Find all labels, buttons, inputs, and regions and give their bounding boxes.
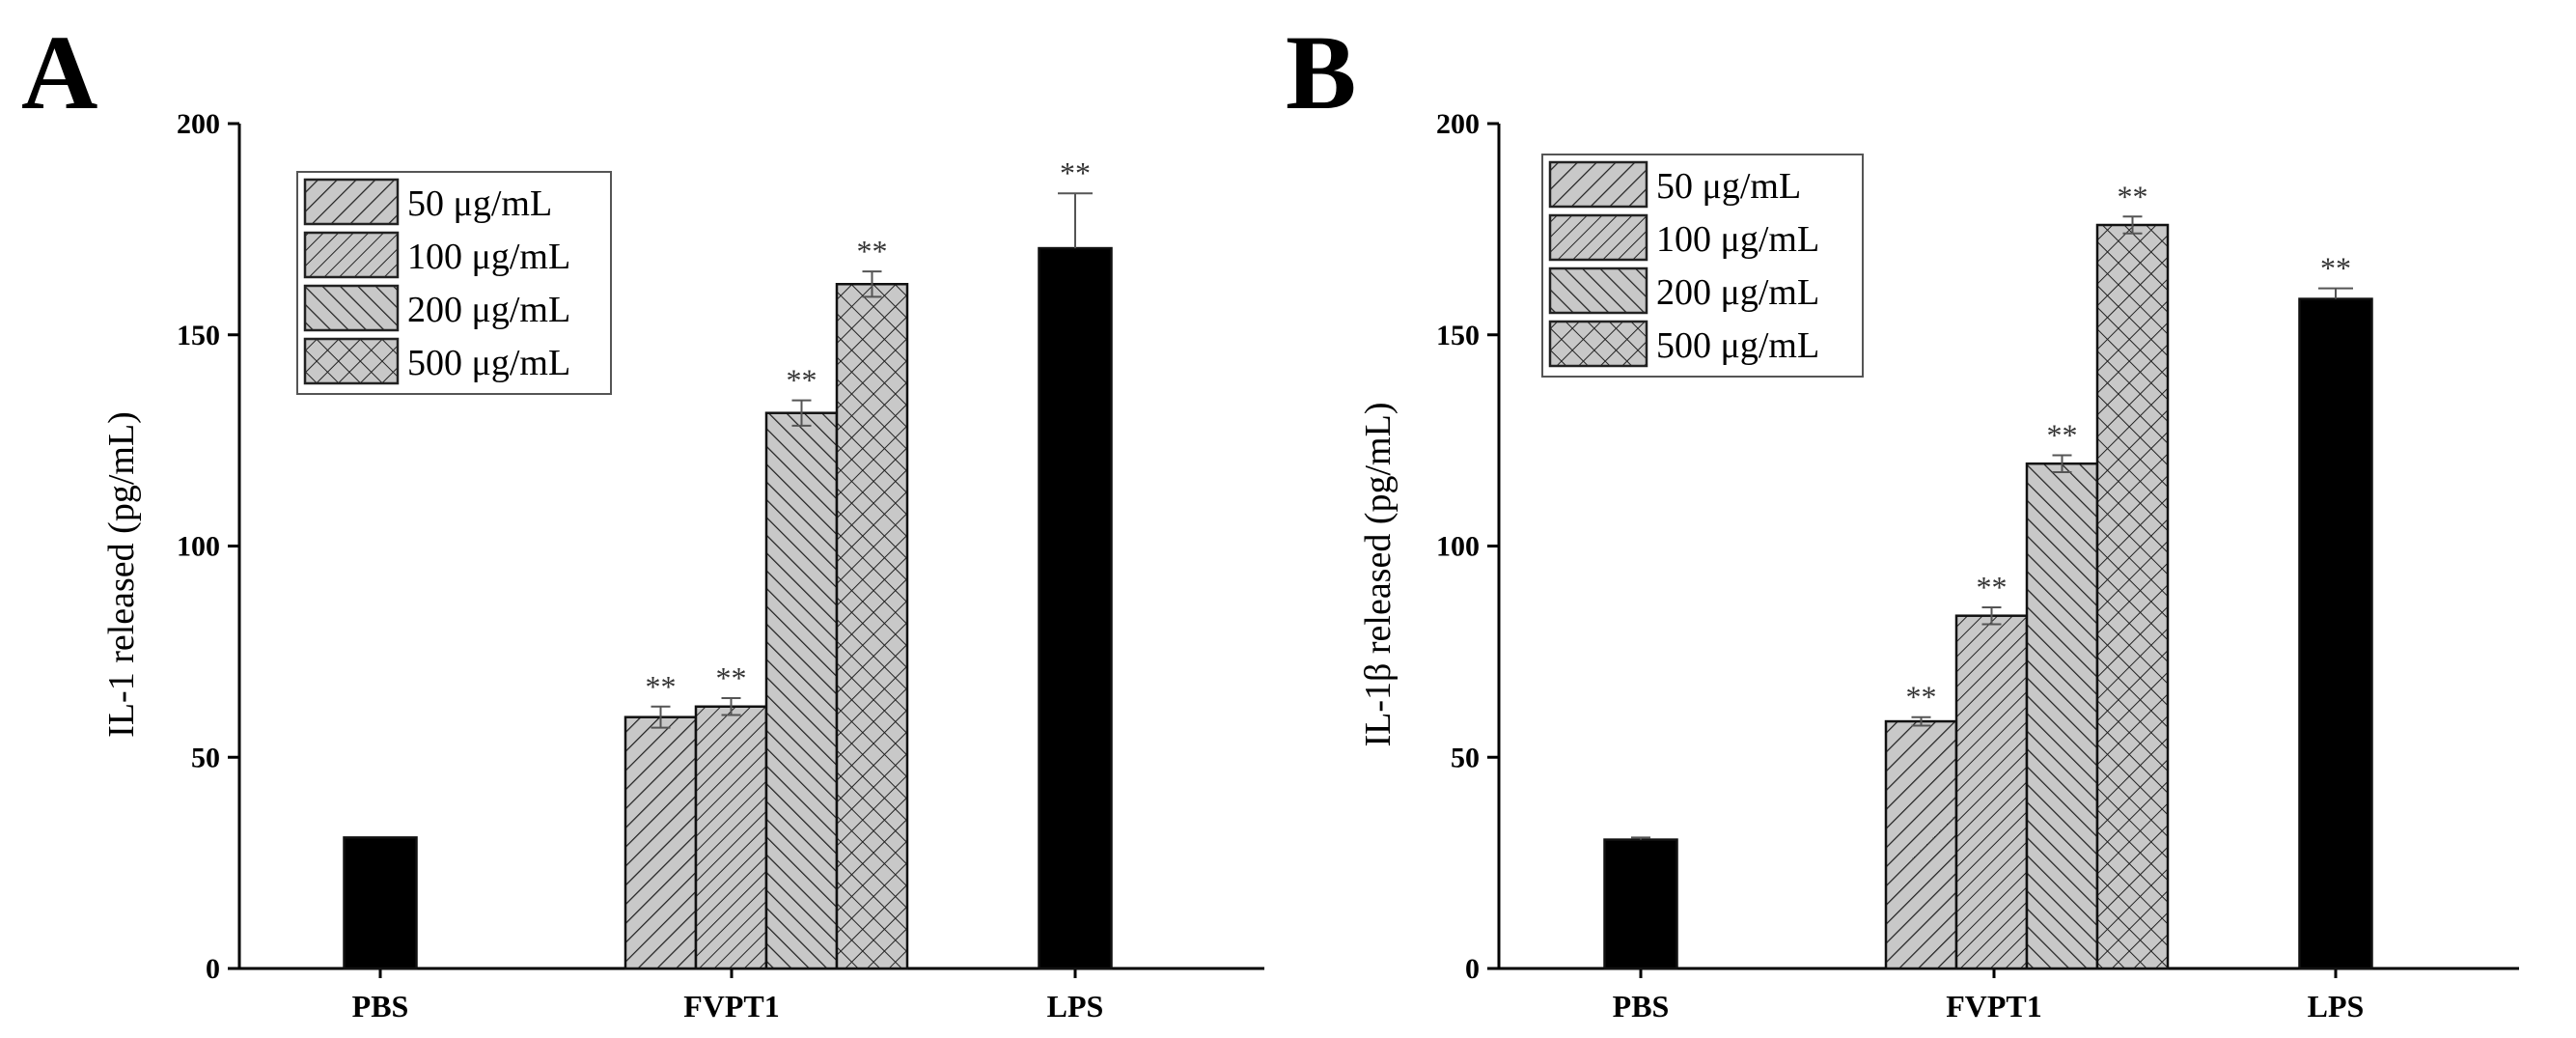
significance-label: ** [1906, 680, 1937, 715]
significance-label: ** [2118, 179, 2148, 213]
y-tick-label: 150 [177, 320, 220, 351]
y-axis-label-a: IL-1 released (pg/mL) [101, 411, 142, 738]
x-category-label: LPS [2308, 989, 2365, 1024]
x-category-label: LPS [1047, 989, 1104, 1024]
x-category-label: PBS [352, 989, 409, 1024]
legend-swatch-500 [1548, 320, 1648, 368]
y-axis-label-b: IL-1β released (pg/mL) [1358, 403, 1399, 747]
legend-label-200: 200 μg/mL [407, 290, 570, 330]
legend-swatch-100 [1548, 213, 1648, 262]
bar [1884, 719, 1958, 970]
y-tick-label: 0 [206, 953, 220, 985]
y-tick-label: 150 [1436, 320, 1480, 351]
bar [764, 411, 839, 970]
plot-panel-a: 0 50 100 150 200 PBS FVPT1 LPS ** ** ** ** ** [177, 108, 1264, 1024]
significance-label: ** [1977, 570, 2008, 604]
legend-swatch-50 [303, 178, 400, 226]
panel-letter-b: B [1286, 14, 1356, 131]
legend-label-500: 500 μg/mL [1656, 325, 1819, 366]
plot-panel-b: 0 50 100 150 200 PBS FVPT1 LPS ** ** ** ** ** [1436, 108, 2519, 1024]
bar [2298, 297, 2373, 970]
legend-label-100: 100 μg/mL [1656, 219, 1819, 260]
y-tick-label: 0 [1465, 953, 1480, 985]
significance-label: ** [716, 660, 747, 695]
x-category-label: PBS [1613, 989, 1670, 1024]
legend-swatch-100 [303, 231, 400, 279]
legend-label-500: 500 μg/mL [407, 343, 570, 383]
bar [835, 283, 909, 970]
bar [623, 715, 698, 970]
y-tick-label: 200 [177, 108, 220, 140]
legend-swatch-200 [303, 284, 400, 332]
significance-label: ** [857, 234, 888, 268]
y-tick-label: 100 [177, 531, 220, 563]
bar [1038, 246, 1113, 970]
legend-panel-b: 50 μg/mL 100 μg/mL 200 μg/mL 500 μg/mL [1541, 154, 1864, 378]
x-category-label: FVPT1 [1946, 989, 2042, 1024]
y-tick-label: 50 [1451, 742, 1480, 773]
significance-label: ** [2047, 417, 2078, 452]
significance-label: ** [646, 669, 677, 704]
bar [1603, 838, 1678, 970]
panel-letter-a: A [21, 14, 97, 131]
legend-swatch-50 [1548, 160, 1648, 209]
bar [2025, 462, 2099, 970]
bar [343, 836, 418, 970]
y-tick-label: 100 [1436, 531, 1480, 563]
y-tick-label: 50 [191, 742, 220, 773]
legend-label-100: 100 μg/mL [407, 237, 570, 277]
significance-label: ** [1060, 155, 1091, 190]
bar [2095, 223, 2170, 970]
legend-panel-a: 50 μg/mL 100 μg/mL 200 μg/mL 500 μg/mL [296, 171, 612, 395]
legend-swatch-500 [303, 337, 400, 385]
y-tick-label: 200 [1436, 108, 1480, 140]
bar [694, 705, 768, 970]
significance-label: ** [2320, 251, 2351, 286]
legend-swatch-200 [1548, 267, 1648, 315]
legend-label-200: 200 μg/mL [1656, 272, 1819, 313]
legend-label-50: 50 μg/mL [1656, 166, 1801, 207]
bar [1954, 614, 2029, 970]
x-category-label: FVPT1 [683, 989, 780, 1024]
legend-label-50: 50 μg/mL [407, 183, 552, 224]
significance-label: ** [787, 363, 817, 398]
